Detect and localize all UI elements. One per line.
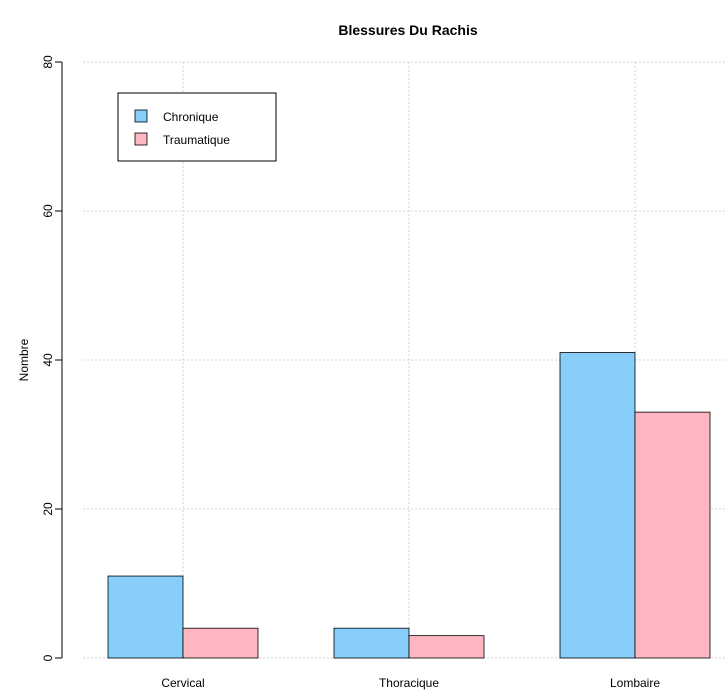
chart-title: Blessures Du Rachis: [338, 22, 477, 38]
bar-traumatique-thoracique: [408, 635, 485, 659]
x-label-thoracique: Thoracique: [379, 676, 439, 690]
x-label-cervical: Cervical: [161, 676, 204, 690]
x-label-lombaire: Lombaire: [610, 676, 660, 690]
y-tick-label-40: 40: [41, 353, 55, 367]
legend-label-chronique: Chronique: [163, 110, 219, 124]
bar-chronique-lombaire: [559, 352, 636, 659]
y-axis-label: Nombre: [17, 338, 31, 381]
legend-swatch-chronique: [134, 109, 148, 123]
bar-traumatique-cervical: [182, 627, 259, 659]
y-axis: 0 20 40 60 80: [41, 55, 63, 661]
legend-box: [117, 92, 277, 162]
legend-swatch-traumatique: [134, 132, 148, 146]
y-tick-label-0: 0: [41, 654, 55, 661]
y-tick-label-60: 60: [41, 204, 55, 218]
y-tick-label-20: 20: [41, 502, 55, 516]
bar-chronique-cervical: [107, 575, 184, 659]
bar-traumatique-lombaire: [634, 411, 711, 659]
x-axis-labels: Cervical Thoracique Lombaire: [161, 676, 660, 690]
bars: [107, 352, 711, 659]
legend-label-traumatique: Traumatique: [163, 133, 230, 147]
legend: Chronique Traumatique: [117, 92, 277, 162]
bar-chronique-thoracique: [333, 627, 410, 659]
y-tick-label-80: 80: [41, 55, 55, 69]
